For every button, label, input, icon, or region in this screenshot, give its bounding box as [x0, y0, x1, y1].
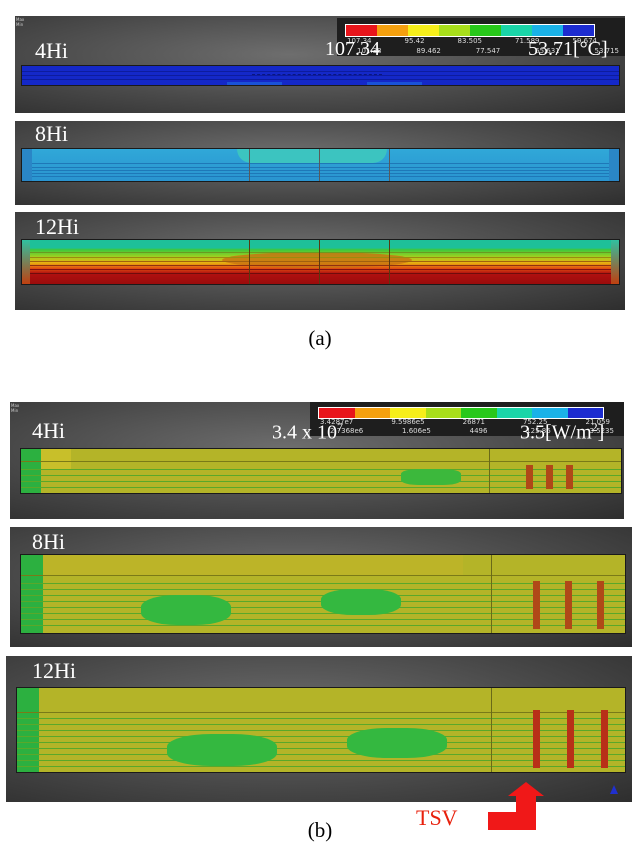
legend-a-tick-label: 95.42 [404, 37, 425, 45]
legend-a-tick-label-lower: 53.715 [594, 47, 620, 55]
panel-label: 4Hi [32, 418, 65, 443]
legend-b-swatch-1 [354, 408, 390, 418]
legend-a-tick-label: 59.674 [572, 37, 597, 45]
axis-triad-icon [610, 785, 618, 794]
legend-a-swatch-3 [439, 25, 470, 36]
panel-a-8hi: 8Hi [15, 121, 625, 205]
legend-a-swatch-5 [501, 25, 532, 36]
legend-b-tick-label-lower: 4496 [469, 427, 488, 435]
legend-b-tick-label-lower: 3.5235 [589, 427, 614, 435]
legend-a-tick-label: 83.505 [457, 37, 483, 45]
legend-b-swatch-0 [319, 408, 355, 418]
legend-a-swatch-6 [532, 25, 563, 36]
legend-tick-labels-lower: 101.38 89.462 77.547 65.631 53.715 [357, 47, 619, 55]
panel-label: 8Hi [35, 121, 68, 146]
legend-b-tick-label-lower: 125.86 [526, 427, 551, 435]
scale-max-value: 3.4 x 107 [272, 420, 343, 444]
scale-min-value: 53.71[°C] [528, 38, 608, 60]
legend-tick-labels: 3.4287e7 9.5986e5 26871 752.25 21.059 [320, 418, 610, 426]
scale-min-value: 3.5[W/m2] [520, 420, 605, 444]
scale-max-value: 107.34 [325, 38, 380, 60]
legend-a-tick-label-lower: 101.38 [357, 47, 382, 55]
legend-a-swatch-7 [563, 25, 594, 36]
legend-a-tick-label: 71.589 [515, 37, 540, 45]
panel-b-8hi: 8Hi [10, 527, 632, 647]
legend-a-swatch-4 [470, 25, 501, 36]
legend-b-swatch-6 [532, 408, 568, 418]
legend-b-tick-label: 26871 [462, 418, 485, 426]
chip-stack-8hi [21, 148, 620, 182]
chip-stack-8hi [20, 554, 626, 634]
legend-b-swatch-5 [496, 408, 532, 418]
panel-a-4hi: Max Min 4Hi 107.34 95.42 83.505 71.589 59.674… [15, 16, 625, 113]
chip-stack-12hi [21, 239, 620, 285]
caption-a: (a) [308, 326, 332, 350]
legend-a-tick-label-lower: 89.462 [416, 47, 441, 55]
legend-b-tick-label: 21.059 [585, 418, 611, 426]
legend-b-swatch-7 [567, 408, 603, 418]
legend-a-tick-label-lower: 65.631 [535, 47, 560, 55]
legend-b-tick-label-lower: 1.606e5 [402, 427, 431, 435]
legend-a-swatch-2 [408, 25, 439, 36]
color-scale-legend [345, 24, 595, 37]
legend-b-tick-label: 3.4287e7 [320, 418, 354, 426]
color-scale-legend [318, 407, 604, 419]
legend-tick-labels: 107.34 95.42 83.505 71.589 59.674 [347, 37, 597, 45]
legend-b-swatch-2 [390, 408, 426, 418]
tsv-label: TSV [416, 805, 458, 830]
caption-b: (b) [307, 818, 333, 842]
legend-tick-labels-lower: 2.7368e6 1.606e5 4496 125.86 3.5235 [330, 427, 614, 435]
legend-b-tick-label-lower: 2.7368e6 [330, 427, 364, 435]
chip-stack-4hi [20, 448, 622, 494]
legend-a-tick-label: 107.34 [347, 37, 372, 45]
panel-label: 12Hi [35, 214, 79, 239]
legend-b-swatch-4 [461, 408, 497, 418]
legend-b-swatch-3 [425, 408, 461, 418]
panel-b-4hi: Max Min 4Hi 3.4287e7 9.5986e5 26871 752.25 21… [10, 402, 624, 519]
max-min-corner: Max Min [11, 403, 20, 413]
panel-label: 4Hi [35, 38, 68, 63]
legend-b-tick-label: 752.25 [522, 418, 548, 426]
legend-a-tick-label-lower: 77.547 [475, 47, 501, 55]
legend-a-swatch-0 [346, 25, 377, 36]
tsv-arrow-icon [488, 782, 544, 830]
panel-a-12hi: 12Hi [15, 212, 625, 310]
panel-label: 12Hi [32, 658, 76, 683]
legend-a-swatch-1 [377, 25, 408, 36]
chip-stack-4hi [21, 65, 620, 86]
panel-label: 8Hi [32, 529, 65, 554]
chip-stack-12hi [16, 687, 626, 773]
panel-b-12hi: 12Hi [6, 656, 632, 802]
legend-b-tick-label: 9.5986e5 [391, 418, 425, 426]
max-min-corner: Max Min [16, 17, 25, 27]
